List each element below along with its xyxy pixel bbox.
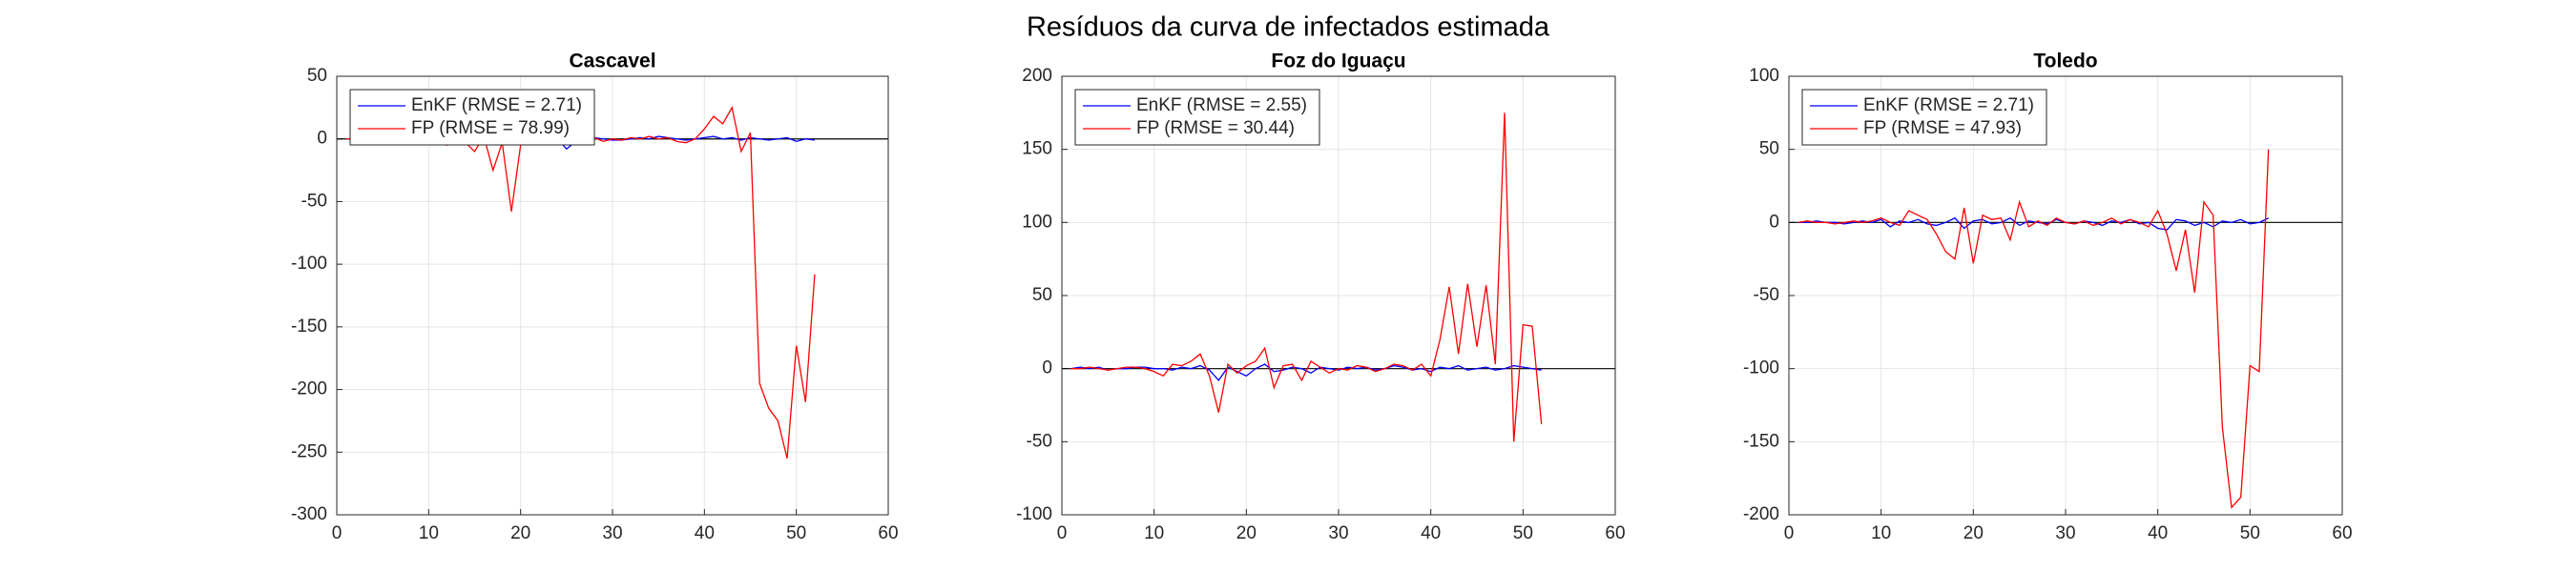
- subplot-title: Foz do Iguaçu: [1271, 51, 1405, 72]
- x-tick-label: 60: [878, 523, 898, 543]
- y-tick-label: -50: [1027, 431, 1052, 451]
- x-tick-label: 40: [1421, 523, 1441, 543]
- subplot-title: Toledo: [2033, 51, 2097, 72]
- legend-box: [349, 89, 595, 146]
- x-tick-label: 50: [2240, 523, 2260, 543]
- x-tick-label: 30: [602, 523, 622, 543]
- x-tick-label: 10: [1144, 523, 1164, 543]
- x-tick-label: 20: [1236, 523, 1257, 543]
- y-tick-label: -100: [291, 254, 327, 274]
- y-tick-label: -300: [291, 504, 327, 524]
- y-tick-label: -50: [301, 191, 327, 211]
- y-tick-label: 0: [1769, 212, 1779, 232]
- series-line: [1797, 149, 2270, 509]
- x-tick-label: 0: [1784, 523, 1795, 543]
- y-tick-label: -150: [1743, 431, 1779, 451]
- series-line: [1797, 216, 2269, 231]
- x-tick-label: 20: [1963, 523, 1984, 543]
- y-tick-label: 150: [1022, 139, 1052, 159]
- legend-label: EnKF (RMSE = 2.55): [1136, 95, 1307, 115]
- legend-label: FP (RMSE = 30.44): [1136, 118, 1295, 138]
- y-tick-label: -100: [1016, 504, 1052, 524]
- legend-label: EnKF (RMSE = 2.71): [411, 95, 582, 115]
- y-tick-label: -50: [1754, 285, 1779, 305]
- y-tick-label: -100: [1743, 358, 1779, 378]
- y-tick-label: 100: [1022, 212, 1052, 232]
- axes-box: [1061, 75, 1616, 516]
- y-tick-label: -200: [291, 379, 327, 399]
- x-tick-label: 40: [695, 523, 715, 543]
- legend-box: [1074, 89, 1320, 146]
- y-tick-label: 0: [317, 129, 327, 149]
- y-tick-label: 50: [1759, 139, 1779, 159]
- series-line: [1070, 112, 1543, 442]
- x-tick-label: 60: [2332, 523, 2352, 543]
- x-tick-label: 60: [1605, 523, 1625, 543]
- legend-box: [1801, 89, 2047, 146]
- x-tick-label: 50: [1513, 523, 1533, 543]
- x-tick-label: 10: [419, 523, 439, 543]
- y-tick-label: -150: [291, 317, 327, 337]
- legend-label: FP (RMSE = 47.93): [1863, 118, 2022, 138]
- figure-title: Resíduos da curva de infectados estimada: [1027, 12, 1550, 43]
- x-tick-label: 30: [2055, 523, 2075, 543]
- x-tick-label: 0: [332, 523, 343, 543]
- y-tick-label: 0: [1042, 358, 1052, 378]
- x-tick-label: 20: [510, 523, 530, 543]
- subplot: 0 10 20 30 40 50 60 -200 -150 -100 -50 0 50 100 Toledo…: [1743, 51, 2353, 543]
- x-tick-label: 50: [786, 523, 806, 543]
- x-tick-label: 40: [2148, 523, 2168, 543]
- subplot: 0 10 20 30 40 50 60 -100 -50 0 50 100 150 200 Foz do I…: [1016, 51, 1626, 543]
- axes-box: [1788, 75, 2343, 516]
- y-tick-label: 50: [1032, 285, 1052, 305]
- subplot-title: Cascavel: [569, 51, 655, 72]
- subplot: 0 10 20 30 40 50 60 -300 -250 -200 -150 -100 -50 0 50 C…: [291, 51, 899, 543]
- legend-label: FP (RMSE = 78.99): [411, 118, 570, 138]
- x-tick-label: 30: [1328, 523, 1348, 543]
- axes-box: [336, 75, 889, 516]
- y-tick-label: -200: [1743, 504, 1779, 524]
- y-tick-label: 100: [1749, 66, 1779, 86]
- x-tick-label: 10: [1871, 523, 1891, 543]
- y-tick-label: -250: [291, 441, 327, 461]
- legend-label: EnKF (RMSE = 2.71): [1863, 95, 2034, 115]
- y-tick-label: 50: [307, 66, 327, 86]
- y-tick-label: 200: [1022, 66, 1052, 86]
- x-tick-label: 0: [1057, 523, 1068, 543]
